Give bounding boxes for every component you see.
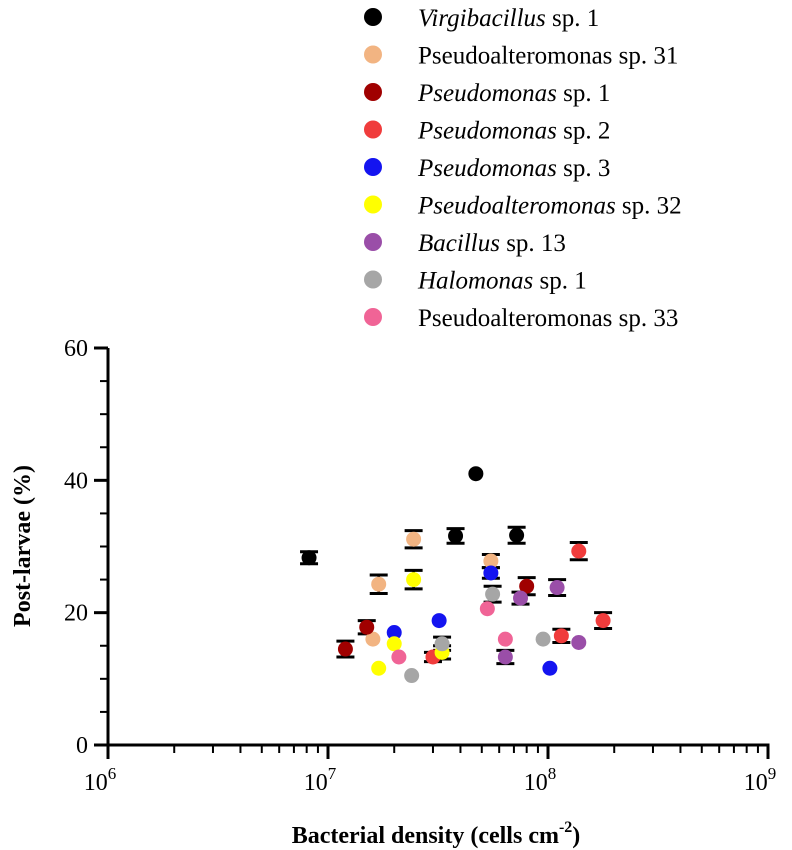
legend-item: Halomonas sp. 1: [364, 268, 587, 295]
legend-label: Pseudomonas sp. 1: [417, 80, 610, 107]
y-tick-label: 60: [64, 336, 88, 362]
data-point: [535, 631, 551, 647]
legend-label: Pseudoalteromonas sp. 31: [418, 43, 678, 70]
data-point: [434, 636, 450, 652]
data-point: [485, 586, 501, 602]
y-tick-label: 20: [64, 601, 88, 627]
legend-item: Bacillus sp. 13: [364, 230, 566, 257]
x-axis-title-superscript: -2: [559, 819, 572, 836]
legend-marker: [364, 195, 382, 214]
legend-item: Pseudoalteromonas sp. 33: [364, 305, 678, 332]
legend-item: Pseudomonas sp. 2: [364, 118, 610, 145]
data-point: [404, 668, 420, 684]
x-tick-label: 106: [84, 764, 117, 796]
x-tick-label: 108: [524, 764, 557, 796]
data-point: [337, 641, 353, 657]
legend-label: Pseudoalteromonas sp. 33: [418, 305, 678, 332]
legend-marker: [364, 120, 382, 139]
legend-marker: [364, 308, 382, 326]
data-point: [359, 619, 375, 635]
y-tick-label: 0: [76, 733, 88, 759]
data-point: [479, 601, 495, 617]
legend-item: Pseudoalteromonas sp. 31: [364, 43, 678, 70]
data-point: [571, 634, 587, 650]
data-point: [483, 553, 499, 569]
data-point: [549, 580, 565, 596]
data-point: [301, 550, 317, 566]
data-point: [497, 631, 513, 647]
data-point: [406, 531, 422, 547]
data-point: [431, 613, 447, 629]
legend-marker: [364, 158, 382, 176]
legend-label: Pseudomonas sp. 2: [417, 118, 610, 145]
data-point: [553, 628, 569, 644]
x-tick-label: 107: [304, 764, 337, 796]
data-point: [371, 576, 387, 592]
legend-label: Halomonas sp. 1: [417, 268, 587, 295]
x-ticks: [106, 745, 770, 759]
x-tick-label: 109: [744, 764, 777, 796]
data-points: [301, 466, 611, 684]
x-tick-labels: 106 107 108 109: [84, 764, 777, 796]
data-point: [386, 625, 402, 641]
legend-marker: [364, 83, 382, 101]
data-point: [497, 649, 513, 665]
legend-label: Virgibacillus sp. 1: [418, 5, 599, 32]
legend-item: Virgibacillus sp. 1: [364, 5, 599, 32]
data-point: [595, 613, 611, 629]
legend-marker: [364, 233, 382, 251]
legend-marker: [364, 45, 382, 64]
y-tick-labels: 0 20 40 60: [64, 336, 88, 759]
data-point: [468, 466, 484, 482]
y-tick-label: 40: [64, 468, 88, 494]
legend: Virgibacillus sp. 1 Pseudoalteromonas sp.…: [364, 5, 682, 332]
data-point: [519, 578, 535, 594]
data-point: [386, 636, 402, 652]
data-point: [406, 572, 422, 588]
legend-item: Pseudomonas sp. 3: [364, 155, 610, 182]
legend-marker: [364, 270, 382, 289]
data-point: [483, 565, 499, 581]
y-ticks: [94, 346, 108, 747]
data-point: [509, 527, 525, 543]
legend-marker: [364, 8, 382, 26]
data-point: [571, 543, 587, 559]
data-point: [513, 590, 529, 606]
legend-label: Pseudomonas sp. 3: [417, 155, 610, 182]
axes: [106, 348, 770, 747]
legend-label: Bacillus sp. 13: [418, 230, 566, 257]
x-axis-title-close: ): [572, 823, 580, 849]
x-axis-title: Bacterial density (cells cm-2): [292, 819, 581, 849]
data-point: [448, 528, 464, 544]
x-axis-title-main: Bacterial density (cells cm: [292, 823, 559, 849]
data-point: [542, 660, 558, 676]
y-axis-title: Post-larvae (%): [10, 465, 36, 627]
legend-label: Pseudoalteromonas sp. 32: [417, 193, 682, 220]
data-point: [365, 631, 381, 647]
data-point: [391, 649, 407, 665]
legend-item: Pseudomonas sp. 1: [364, 80, 610, 107]
legend-item: Pseudoalteromonas sp. 32: [364, 193, 682, 220]
data-point: [371, 660, 387, 676]
